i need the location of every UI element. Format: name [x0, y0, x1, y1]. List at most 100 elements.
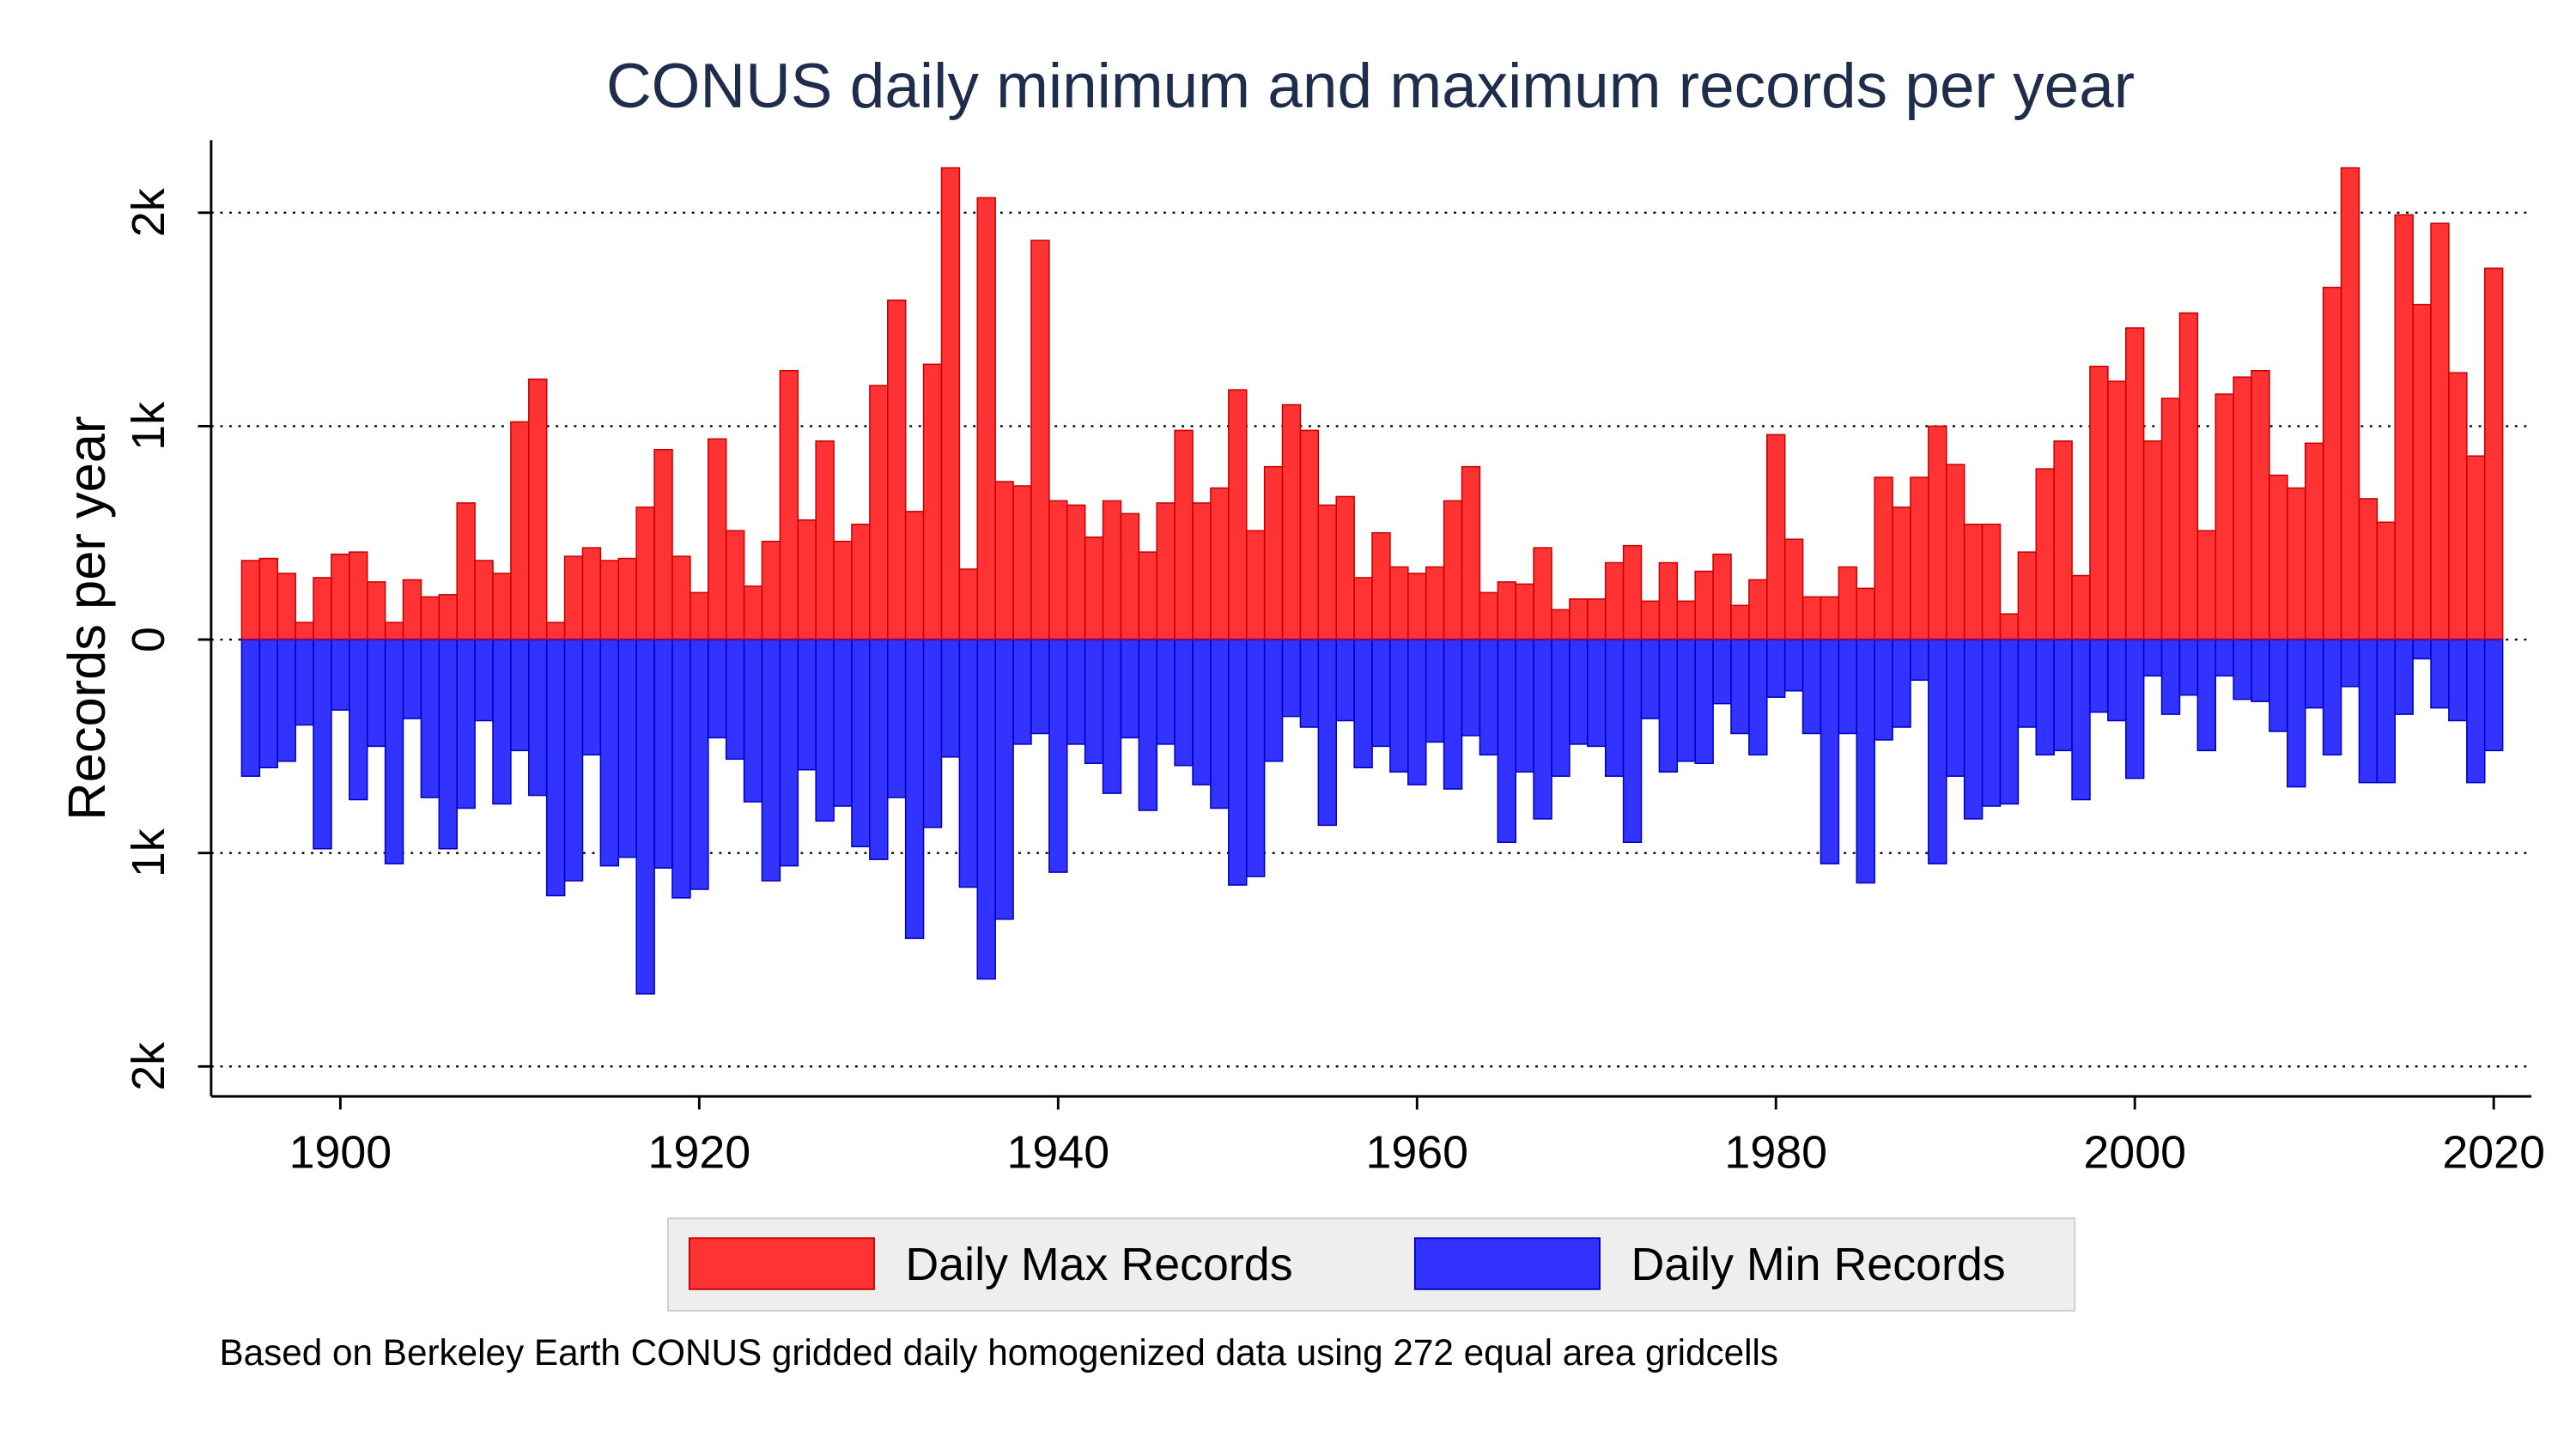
- bar: [2412, 639, 2432, 660]
- bar: [761, 540, 781, 640]
- bar: [1192, 502, 1212, 640]
- bar: [1479, 591, 1499, 640]
- bar: [797, 639, 817, 771]
- y-axis-label: Records per year: [58, 416, 117, 821]
- bar: [2430, 222, 2450, 640]
- bar: [1658, 639, 1679, 773]
- bar: [2035, 639, 2055, 756]
- bar: [1694, 639, 1714, 765]
- bar: [1892, 639, 1911, 728]
- bar: [617, 639, 637, 858]
- bar: [1856, 587, 1875, 640]
- bar: [1910, 476, 1929, 640]
- bar: [1712, 553, 1732, 640]
- bar: [887, 299, 907, 640]
- bar: [690, 591, 709, 640]
- bar: [599, 639, 620, 867]
- bar: [545, 622, 566, 640]
- bar: [2124, 639, 2145, 779]
- bar: [420, 639, 440, 798]
- bar: [1245, 530, 1266, 640]
- bar: [1407, 639, 1427, 785]
- bar: [725, 530, 745, 640]
- bar: [1174, 429, 1194, 640]
- bar: [1569, 598, 1589, 640]
- bar: [1551, 609, 1571, 640]
- bar: [1676, 639, 1696, 762]
- bar: [1371, 531, 1391, 640]
- bar: [1120, 639, 1140, 739]
- bar: [1461, 639, 1481, 737]
- x-tick-label: 2000: [2083, 1126, 2186, 1178]
- bar: [976, 197, 996, 640]
- x-tick-label: 1940: [1007, 1126, 1110, 1178]
- bar: [1783, 639, 1804, 692]
- bar: [1766, 639, 1786, 698]
- bar: [2251, 639, 2270, 702]
- bar: [976, 639, 996, 980]
- bar: [2287, 639, 2306, 788]
- bar: [1587, 598, 1607, 640]
- bar: [2340, 639, 2360, 688]
- bar: [635, 639, 655, 995]
- y-tick-label: 0: [123, 627, 174, 652]
- bar: [2107, 380, 2127, 640]
- x-tick-label: 1980: [1724, 1126, 1827, 1178]
- bar: [2269, 639, 2288, 732]
- bar: [2304, 442, 2324, 640]
- bar: [581, 639, 602, 756]
- bar: [1443, 500, 1463, 640]
- bar: [384, 639, 404, 864]
- bar: [2483, 267, 2504, 640]
- bar: [958, 568, 979, 640]
- bar: [1874, 639, 1893, 741]
- bar: [743, 639, 763, 803]
- bar: [456, 639, 476, 809]
- bar: [295, 639, 314, 726]
- bar: [2035, 468, 2055, 640]
- bar: [2017, 639, 2038, 728]
- bar: [2322, 287, 2342, 640]
- bar: [815, 440, 835, 640]
- bar: [1838, 639, 1858, 735]
- bar: [2466, 455, 2486, 640]
- bar: [1981, 524, 2002, 640]
- bar: [1999, 613, 2020, 640]
- bar: [599, 560, 620, 640]
- bar: [2178, 312, 2199, 640]
- bar: [1228, 389, 1248, 640]
- bar: [1766, 434, 1786, 640]
- bar: [492, 573, 512, 640]
- bar: [1425, 639, 1445, 743]
- bar: [1838, 566, 1858, 640]
- bar: [545, 639, 566, 897]
- bar: [474, 560, 494, 640]
- bar: [1084, 536, 1104, 640]
- bar: [1587, 639, 1607, 748]
- bar: [295, 622, 314, 640]
- bar: [2178, 639, 2199, 696]
- bar: [1730, 639, 1750, 735]
- footnote: Based on Berkeley Earth CONUS gridded da…: [220, 1332, 1779, 1373]
- bar: [797, 519, 817, 640]
- bar: [384, 622, 404, 640]
- bar: [869, 639, 889, 860]
- bar: [2251, 370, 2270, 640]
- bar: [349, 551, 368, 640]
- bar: [1210, 487, 1230, 640]
- bar: [2483, 639, 2504, 752]
- bar: [492, 639, 512, 805]
- bar: [2269, 474, 2288, 640]
- bar: [1874, 476, 1893, 640]
- bar: [1515, 639, 1534, 773]
- bar: [743, 585, 763, 640]
- bar: [1353, 577, 1373, 640]
- bar: [869, 385, 889, 640]
- bar: [1245, 639, 1266, 877]
- bar: [1801, 596, 1822, 640]
- bar: [2466, 639, 2486, 784]
- bar: [1533, 547, 1552, 640]
- bar: [2089, 639, 2109, 713]
- bar: [1048, 500, 1068, 640]
- bar: [1066, 639, 1086, 745]
